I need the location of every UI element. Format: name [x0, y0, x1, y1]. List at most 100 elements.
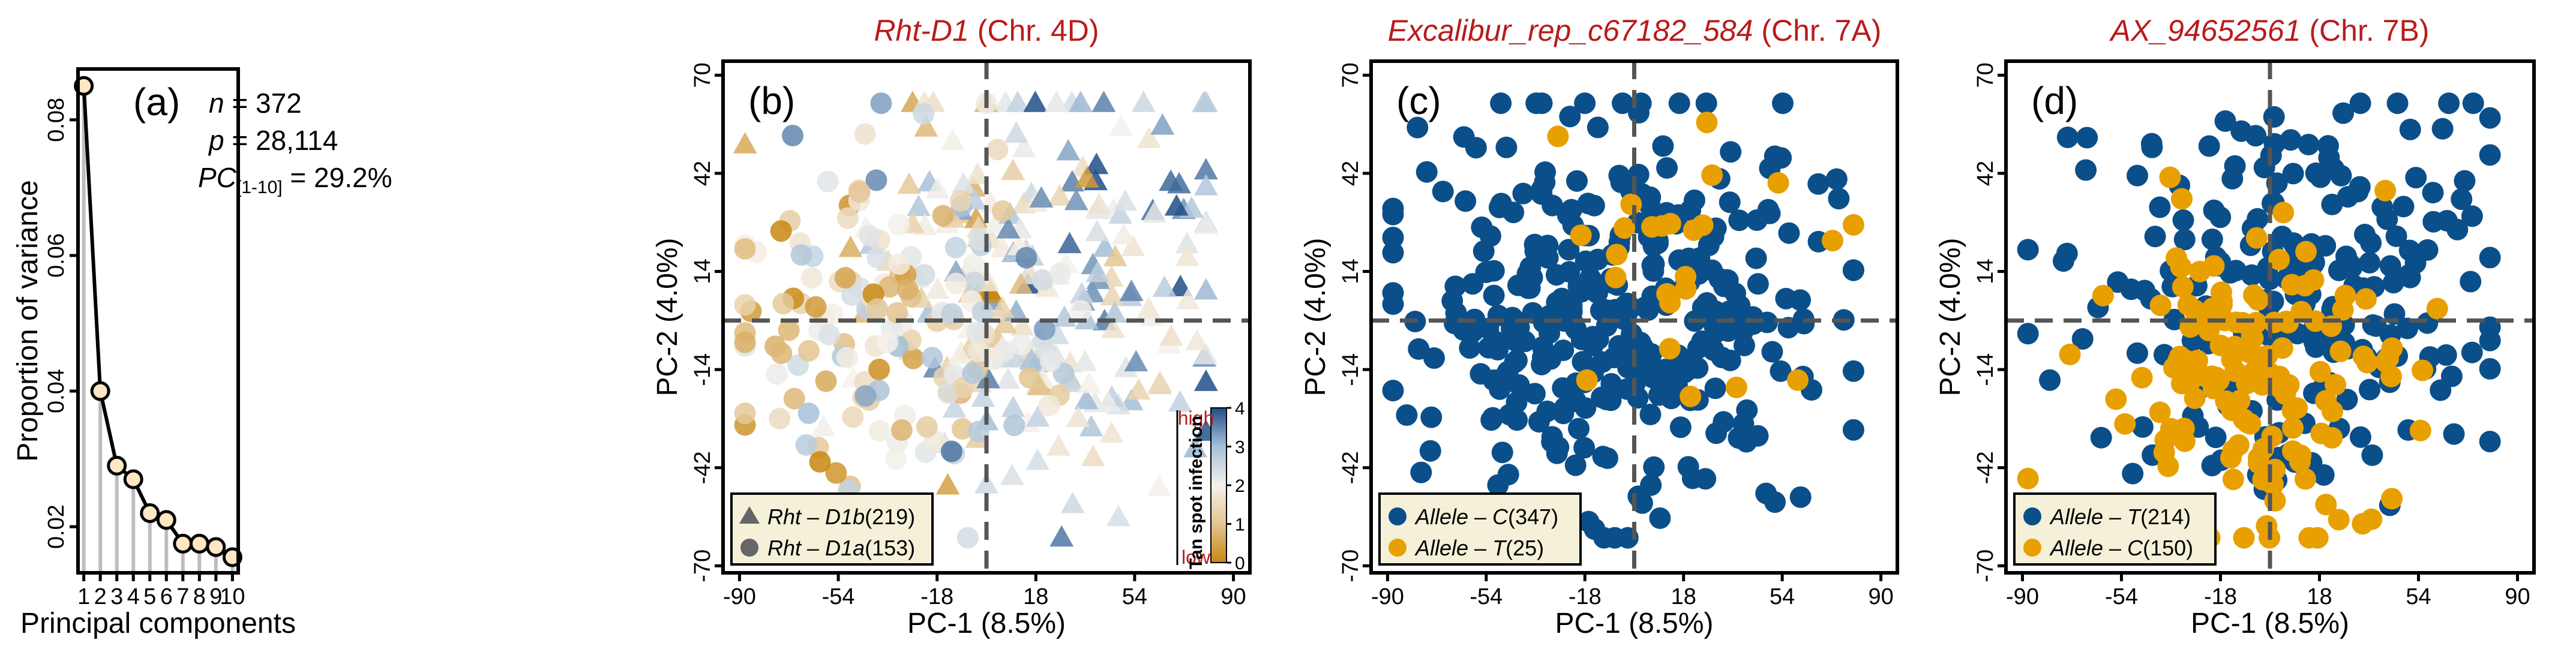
plot-frame	[76, 67, 240, 575]
point-allele-c	[2282, 417, 2304, 439]
point-triangle	[925, 277, 950, 299]
colorbar-low-label: low	[1181, 546, 1211, 568]
point-allele-t	[2454, 170, 2476, 192]
point-allele-c	[1639, 404, 1662, 426]
point-triangle	[1064, 188, 1088, 211]
point-circle	[866, 298, 889, 320]
point-triangle	[942, 396, 967, 418]
point-allele-t	[2076, 127, 2098, 149]
point-circle	[1018, 366, 1040, 389]
point-triangle	[1087, 193, 1111, 214]
point-allele-c	[1432, 181, 1454, 203]
point-circle	[1039, 350, 1061, 372]
point-allele-c	[1420, 406, 1443, 428]
point-triangle	[1111, 223, 1136, 245]
point-allele-t	[2224, 155, 2246, 177]
point-allele-c	[2241, 325, 2263, 347]
data-points	[1382, 92, 1864, 549]
point-triangle	[1193, 158, 1218, 180]
point-allele-c	[2092, 284, 2114, 307]
point-allele-c	[1382, 282, 1404, 304]
data-points	[733, 91, 1218, 549]
point-circle	[963, 271, 985, 293]
point-triangle	[1004, 121, 1028, 143]
point-allele-c	[1465, 137, 1487, 159]
variance-point	[140, 503, 160, 524]
point-allele-c	[1541, 426, 1563, 448]
point-allele-c	[1704, 377, 1726, 399]
point-triangle	[1159, 169, 1183, 191]
point-circle	[795, 434, 817, 456]
point-triangle	[1068, 91, 1093, 112]
point-triangle	[1085, 220, 1109, 242]
point-triangle	[1027, 374, 1051, 395]
colorbar	[1210, 407, 1227, 563]
point-allele-c	[1483, 284, 1505, 307]
point-triangle	[1159, 324, 1183, 346]
point-circle	[734, 331, 756, 353]
point-circle	[778, 319, 800, 341]
point-allele-t	[2362, 314, 2384, 336]
point-allele-c	[1410, 461, 1432, 483]
point-allele-c	[1419, 440, 1441, 462]
point-allele-c	[2325, 374, 2347, 396]
point-allele-c	[1591, 351, 1614, 373]
point-allele-c	[2149, 401, 2171, 423]
point-allele-t	[2131, 416, 2154, 438]
x-tick-label: 54	[2406, 584, 2431, 609]
point-allele-t	[2201, 229, 2223, 251]
point-allele-c	[1495, 136, 1518, 158]
point-allele-t	[2461, 205, 2483, 227]
point-circle	[865, 169, 887, 191]
x-tick-label: 5	[143, 584, 156, 609]
point-allele-t	[2336, 389, 2358, 411]
point-triangle	[965, 163, 990, 184]
point-allele-c	[2017, 467, 2039, 489]
data-points	[2017, 92, 2501, 549]
point-allele-c	[1554, 396, 1576, 419]
point-allele-c	[2274, 383, 2296, 405]
x-tick-label: -90	[723, 584, 756, 609]
point-allele-c	[1642, 260, 1665, 282]
point-circle	[836, 207, 859, 229]
point-allele-t	[2280, 129, 2302, 151]
point-allele-t	[2349, 92, 2371, 115]
point-triangle	[1084, 152, 1109, 175]
point-allele-c	[1656, 157, 1678, 179]
point-allele-c	[2233, 527, 2255, 549]
legend-label: Allele – C(150)	[2049, 536, 2193, 560]
point-triangle	[1006, 91, 1030, 112]
point-circle	[805, 296, 827, 318]
point-triangle	[1193, 91, 1218, 112]
point-allele-t	[2371, 196, 2394, 218]
point-allele-c	[2328, 509, 2350, 531]
variance-point	[189, 533, 209, 554]
point-circle	[921, 347, 943, 369]
y-tick-label: 70	[690, 62, 715, 88]
point-allele-t	[2340, 254, 2362, 276]
point-allele-t	[1692, 214, 1714, 236]
point-circle	[885, 448, 907, 470]
point-circle	[836, 347, 858, 369]
point-triangle	[1121, 235, 1145, 256]
point-allele-c	[1747, 273, 1769, 295]
point-triangle	[1081, 444, 1105, 467]
point-triangle	[925, 177, 950, 199]
point-triangle	[907, 194, 931, 217]
point-allele-c	[1592, 446, 1614, 468]
x-tick-label: 54	[1122, 584, 1147, 609]
point-circle	[825, 462, 847, 484]
point-allele-c	[1382, 203, 1404, 226]
stat-annotation: n = 372	[209, 88, 302, 119]
point-triangle	[1066, 405, 1090, 427]
y-tick-label: -14	[1973, 353, 1998, 386]
point-allele-c	[1561, 199, 1583, 221]
legend: Allele – T(214) Allele – C(150)	[2013, 492, 2217, 566]
point-allele-c	[1789, 289, 1812, 311]
point-allele-t	[2163, 308, 2185, 330]
point-allele-c	[1696, 292, 1718, 314]
point-allele-c	[2195, 366, 2217, 388]
point-circle	[1031, 269, 1054, 291]
point-triangle	[976, 366, 1000, 389]
point-triangle	[1045, 323, 1070, 344]
